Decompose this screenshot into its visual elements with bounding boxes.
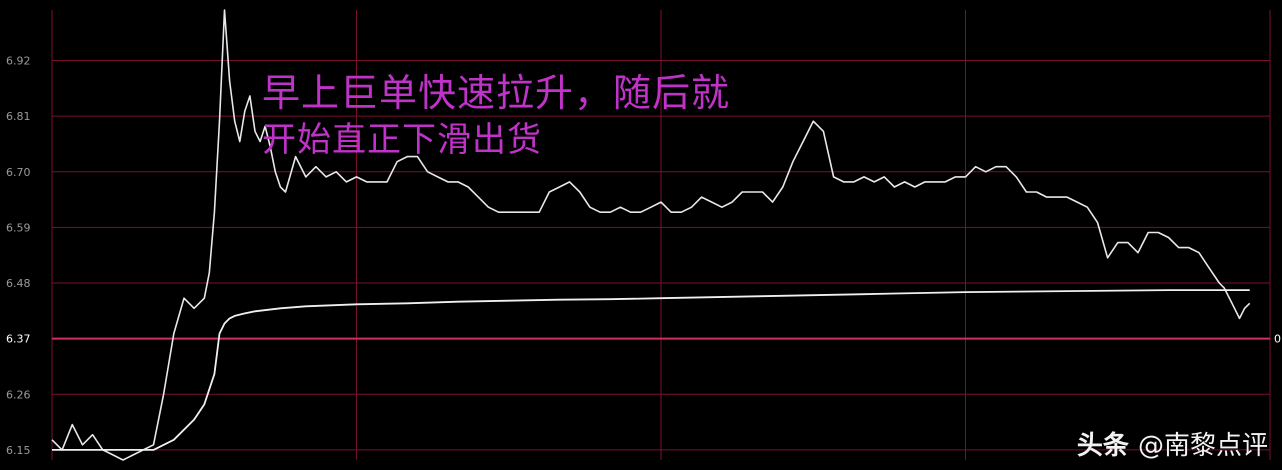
y-tick-label: 6.26 (6, 388, 31, 401)
annotation-line-2: 开始直正下滑出货 (262, 120, 542, 160)
average-price-line (52, 289, 1250, 451)
right-axis-label: 0 (1274, 333, 1281, 346)
y-tick-label: 6.48 (6, 277, 31, 290)
y-tick-label: 6.81 (6, 110, 31, 123)
y-tick-label: 6.59 (6, 221, 31, 234)
annotation-line-1: 早上巨单快速拉升，随后就 (262, 71, 731, 115)
y-tick-label: 6.70 (6, 166, 31, 179)
y-tick-label: 6.15 (6, 444, 31, 457)
watermark: 头条 @南黎点评 (1077, 425, 1268, 462)
price-line (51, 9, 1251, 461)
y-tick-label: 6.37 (6, 333, 31, 346)
y-tick-label: 6.92 (6, 55, 31, 68)
watermark-brand: 头条 (1076, 431, 1129, 461)
watermark-handle: @南黎点评 (1137, 431, 1268, 461)
